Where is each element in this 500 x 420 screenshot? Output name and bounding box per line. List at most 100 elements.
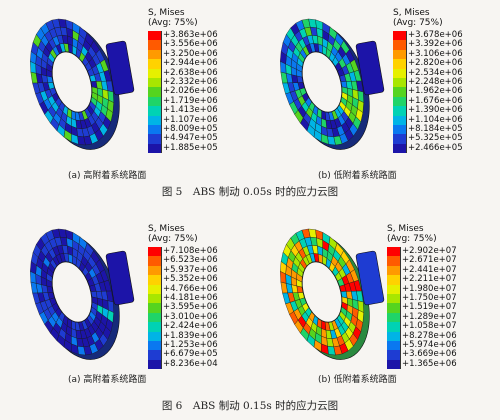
legend-swatch [387, 350, 401, 360]
mesh-element [100, 269, 109, 282]
legend-row: +3.863e+06 [148, 30, 218, 41]
legend-value: +8.184e+05 [408, 123, 463, 134]
legend-value: +7.108e+06 [163, 246, 218, 256]
legend-row: +5.974e+06 [387, 340, 457, 351]
legend-value: +3.392e+06 [408, 39, 463, 50]
legend-swatch [393, 134, 407, 144]
legend-subtitle: (Avg: 75%) [387, 234, 437, 244]
legend-value: +2.902e+07 [402, 246, 457, 256]
legend-value: +1.839e+06 [163, 330, 218, 341]
legend-swatch [393, 143, 407, 154]
legend-row: +3.010e+06 [148, 312, 218, 323]
legend-row: +5.325e+05 [393, 133, 463, 144]
legend-row: +2.332e+06 [148, 77, 218, 88]
legend-row: +1.365e+06 [387, 359, 457, 370]
legend-value: +3.106e+06 [408, 48, 463, 59]
panel-label: (a) 高附着系统路面 [68, 375, 147, 385]
legend-swatch [393, 49, 407, 60]
legend-swatch [387, 340, 401, 351]
contour-legend: S, Mises (Avg: 75%) +3.678e+06 +3.392e+06… [393, 8, 463, 154]
legend-value: +2.820e+06 [408, 58, 463, 69]
legend-swatch [393, 31, 407, 41]
legend-row: +1.839e+06 [148, 331, 218, 341]
legend-value: +5.325e+05 [408, 133, 463, 144]
legend-swatch [387, 256, 401, 266]
brake-pad [105, 250, 135, 306]
legend-swatch [393, 59, 407, 69]
legend-value: +2.248e+06 [408, 76, 463, 87]
legend-row: +3.250e+06 [148, 49, 218, 60]
legend-row: +2.671e+07 [387, 255, 457, 266]
legend-row: +8.236e+04 [148, 359, 218, 370]
legend-swatch [393, 40, 407, 50]
legend-value: +1.365e+06 [402, 358, 457, 369]
legend-row: +1.390e+06 [393, 105, 463, 116]
disc-center-hole [301, 261, 343, 323]
stress-contour-plot [280, 228, 385, 360]
legend-swatch [393, 115, 407, 125]
legend-value: +3.678e+06 [408, 30, 463, 40]
legend-row: +1.719e+06 [148, 96, 218, 107]
legend-row: +2.441e+07 [387, 265, 457, 276]
legend-value: +2.671e+07 [402, 255, 457, 266]
legend-value: +3.010e+06 [163, 311, 218, 322]
legend-value: +1.390e+06 [408, 105, 463, 116]
legend-row: +3.678e+06 [393, 30, 463, 41]
legend-value: +6.523e+06 [163, 255, 218, 266]
legend-value: +1.107e+06 [163, 114, 218, 125]
legend-row: +1.289e+07 [387, 312, 457, 323]
legend-subtitle: (Avg: 75%) [148, 18, 198, 28]
figure-caption: 图 5 ABS 制动 0.05s 时的应力云图 [161, 186, 339, 198]
legend-row: +4.947e+05 [148, 133, 218, 144]
legend-value: +1.104e+06 [408, 114, 463, 125]
legend-swatch [148, 256, 162, 266]
legend-row: +3.106e+06 [393, 49, 463, 60]
legend-swatch [148, 275, 162, 285]
stress-contour-plot [30, 228, 135, 360]
mesh-element [100, 59, 109, 72]
brake-pad [355, 40, 385, 96]
legend-value: +4.181e+06 [163, 292, 218, 303]
legend-swatch [393, 106, 407, 116]
legend-swatch [387, 312, 401, 323]
legend-swatch [148, 49, 162, 60]
legend-value: +3.669e+06 [402, 349, 457, 360]
legend-value: +1.058e+07 [402, 321, 457, 332]
legend-title: S, Mises [148, 8, 185, 18]
legend-row: +1.058e+07 [387, 321, 457, 332]
legend-value: +3.250e+06 [163, 48, 218, 59]
legend-subtitle: (Avg: 75%) [148, 234, 198, 244]
legend-value: +5.974e+06 [402, 339, 457, 350]
fig6-panel-a: S, Mises (Avg: 75%) +7.108e+06 +6.523e+06… [0, 210, 250, 405]
legend-row: +2.466e+05 [393, 143, 463, 154]
legend-row: +1.104e+06 [393, 115, 463, 125]
legend-row: +1.980e+07 [387, 284, 457, 294]
legend-row: +2.424e+06 [148, 321, 218, 332]
legend-row: +2.902e+07 [387, 246, 457, 257]
legend-row: +2.820e+06 [393, 58, 463, 69]
legend-swatch [393, 68, 407, 78]
legend-title: S, Mises [387, 224, 424, 234]
stress-contour-plot [280, 18, 385, 150]
legend-swatch [148, 322, 162, 332]
legend-row: +1.885e+05 [148, 143, 218, 154]
legend-row: +2.211e+07 [387, 274, 457, 285]
legend-swatch [148, 77, 162, 88]
legend-swatch [148, 68, 162, 78]
legend-value: +2.332e+06 [163, 76, 218, 87]
fig5-panel-b: S, Mises (Avg: 75%) +3.678e+06 +3.392e+06… [250, 0, 500, 195]
legend-swatch [148, 134, 162, 144]
legend-row: +3.595e+06 [148, 302, 218, 313]
legend-row: +2.026e+06 [148, 86, 218, 97]
legend-row: +8.009e+05 [148, 124, 218, 135]
brake-pad [105, 40, 135, 96]
legend-value: +4.947e+05 [163, 133, 218, 144]
legend-value: +1.750e+07 [402, 292, 457, 303]
legend-swatch [148, 124, 162, 135]
legend-row: +1.750e+07 [387, 293, 457, 304]
legend-row: +3.392e+06 [393, 39, 463, 50]
legend-value: +3.595e+06 [163, 302, 218, 313]
legend-swatch [387, 265, 401, 276]
legend-value: +2.944e+06 [163, 58, 218, 69]
legend-swatch [393, 77, 407, 88]
